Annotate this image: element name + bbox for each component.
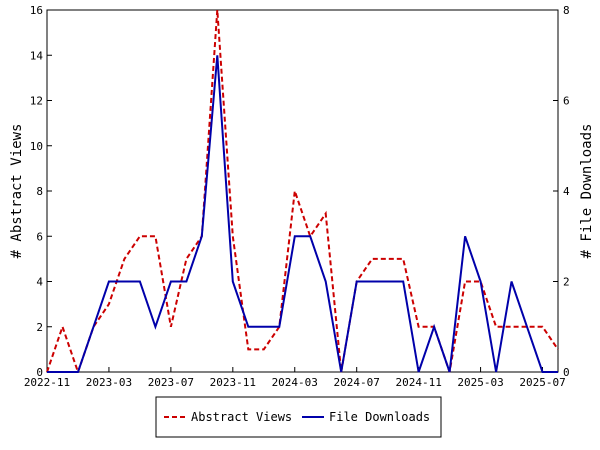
x-tick-label: 2024-07 <box>334 376 380 389</box>
y-tick-label: 6 <box>36 230 43 243</box>
y-tick-label: 12 <box>30 95 43 108</box>
x-tick-label: 2023-03 <box>86 376 132 389</box>
series-line-file-downloads <box>47 55 558 373</box>
tick-labels: 0 2 4 6 8 10 12 14 16 0 2 4 6 8 2022-11 2023-03 2023-07 2… <box>24 4 570 389</box>
y-tick-label: 16 <box>30 4 43 17</box>
y2-tick-label: 2 <box>563 276 570 289</box>
y-tick-label: 2 <box>36 321 43 334</box>
y-tick-label: 0 <box>36 366 43 379</box>
x-tick-label: 2023-11 <box>210 376 256 389</box>
series-line-abstract-views <box>46 9 559 376</box>
y-tick-label: 8 <box>36 185 43 198</box>
y2-tick-label: 6 <box>563 95 570 108</box>
y-tick-label: 10 <box>30 140 43 153</box>
tick-marks <box>46 9 558 373</box>
x-tick-label: 2023-07 <box>148 376 194 389</box>
y-tick-label: 4 <box>36 276 43 289</box>
x-tick-label: 2022-11 <box>24 376 70 389</box>
plot-area <box>46 9 559 373</box>
y2-tick-label: 8 <box>563 4 570 17</box>
y-axis-title: # Abstract Views <box>9 124 25 259</box>
y-tick-label: 14 <box>30 49 44 62</box>
legend-label-file-downloads: File Downloads <box>329 410 430 424</box>
legend-label-abstract-views: Abstract Views <box>191 410 292 424</box>
x-tick-label: 2025-07 <box>519 376 565 389</box>
y2-tick-label: 4 <box>563 185 570 198</box>
legend: Abstract Views File Downloads <box>155 396 442 438</box>
legend-box <box>155 396 442 438</box>
y2-tick-label: 0 <box>563 366 570 379</box>
x-tick-label: 2024-11 <box>395 376 441 389</box>
y2-axis-title: # File Downloads <box>579 124 595 259</box>
x-tick-label: 2025-03 <box>457 376 503 389</box>
x-tick-label: 2024-03 <box>272 376 318 389</box>
series-lines <box>46 9 559 376</box>
